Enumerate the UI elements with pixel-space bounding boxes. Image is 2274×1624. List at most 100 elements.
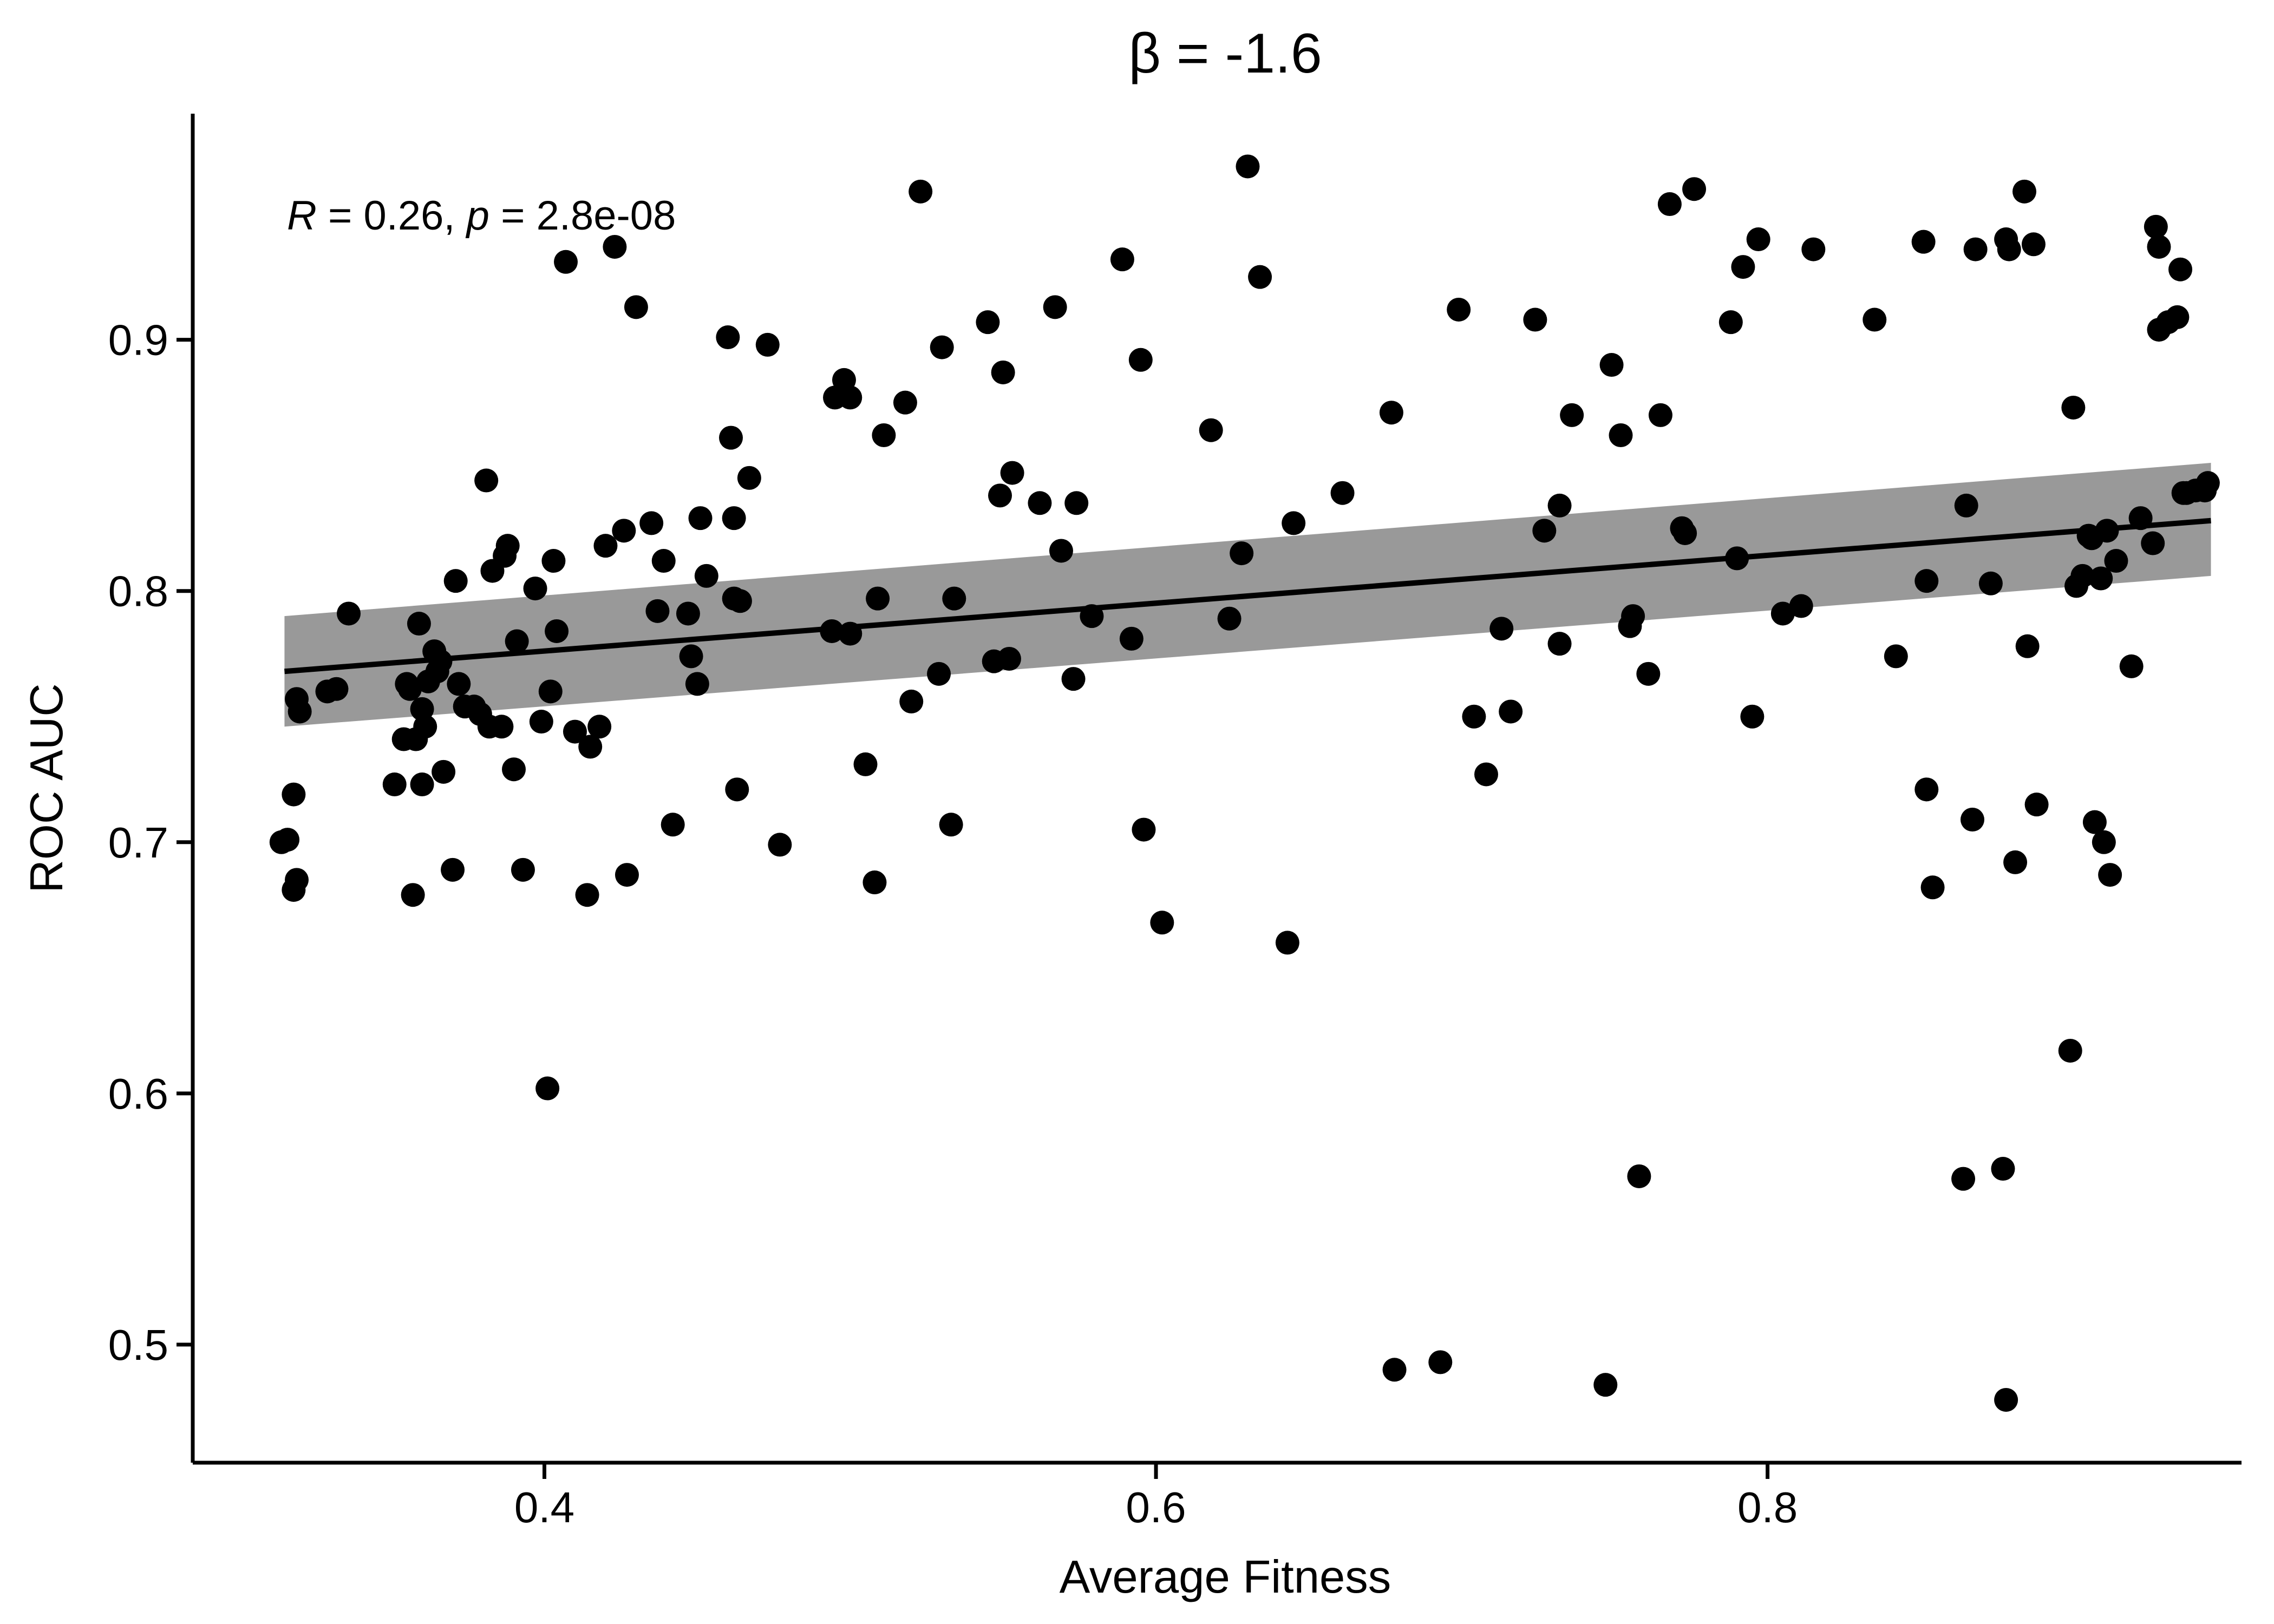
data-point (909, 179, 933, 204)
data-point (645, 599, 670, 623)
data-point (282, 782, 306, 807)
data-point (719, 425, 743, 450)
data-point (1648, 403, 1672, 427)
data-point (603, 234, 627, 259)
data-point (1547, 632, 1572, 656)
data-point (2098, 863, 2122, 887)
data-point (624, 295, 648, 319)
x-tick-label: 0.4 (514, 1483, 574, 1531)
data-point (1330, 481, 1355, 505)
data-point (2195, 471, 2220, 495)
data-point (899, 689, 924, 713)
data-point (853, 752, 878, 776)
data-point (2119, 654, 2144, 678)
data-point (939, 813, 963, 837)
data-point (1718, 310, 1743, 335)
data-point (688, 506, 713, 531)
p-value: = 2.8e-08 (501, 193, 676, 239)
data-point (502, 757, 526, 782)
data-point (1128, 348, 1153, 372)
data-point (2070, 564, 2095, 588)
data-point (541, 549, 566, 573)
data-point (1991, 1157, 2015, 1181)
data-point (443, 569, 468, 593)
data-point (679, 644, 703, 669)
x-tick-label: 0.8 (1737, 1483, 1798, 1531)
data-point (337, 601, 361, 626)
data-point (768, 833, 792, 857)
data-point (651, 549, 676, 573)
data-point (1110, 247, 1134, 272)
data-point (866, 586, 890, 611)
points-layer (269, 154, 2220, 1412)
data-point (575, 883, 599, 907)
data-point (1230, 541, 1254, 566)
data-point (1593, 1373, 1618, 1397)
data-point (1462, 704, 1486, 729)
data-point (563, 719, 587, 744)
data-point (639, 511, 664, 535)
data-point (554, 250, 578, 274)
data-point (489, 715, 514, 739)
data-point (1682, 177, 1707, 201)
p-symbol: p (466, 193, 489, 239)
data-point (976, 310, 1000, 335)
data-point (1960, 808, 1984, 832)
data-point (615, 863, 639, 887)
data-point (685, 672, 709, 696)
data-point (927, 662, 951, 686)
y-tick-label: 0.8 (108, 567, 168, 615)
data-point (872, 423, 896, 447)
data-point (1275, 931, 1299, 955)
data-point (2024, 793, 2049, 817)
y-tick-label: 0.7 (108, 818, 168, 867)
data-point (495, 534, 520, 558)
data-point (1547, 493, 1572, 518)
data-point (410, 697, 434, 721)
data-point (1994, 1387, 2018, 1412)
data-point (1199, 418, 1223, 442)
data-point (285, 868, 309, 892)
data-point (2082, 810, 2107, 834)
data-point (694, 564, 718, 588)
data-point (1119, 626, 1143, 651)
data-point (407, 612, 431, 636)
data-point (474, 468, 499, 493)
data-point (1978, 571, 2003, 595)
data-point (722, 506, 746, 531)
data-point (1673, 521, 1697, 545)
data-point (2147, 234, 2171, 259)
data-point (413, 715, 437, 739)
data-point (2165, 305, 2190, 329)
data-point (942, 586, 966, 611)
data-point (1000, 461, 1024, 485)
stat-annotation: R = 0.26, p = 2.8e-08 (287, 193, 676, 239)
data-point (2104, 549, 2128, 573)
data-point (1636, 662, 1661, 686)
data-point (511, 857, 535, 882)
data-point (1863, 307, 1887, 332)
y-ticks-layer: 0.5 0.6 0.7 0.8 0.9 (108, 316, 193, 1369)
data-point (538, 679, 563, 704)
data-point (930, 335, 954, 359)
data-point (725, 777, 749, 802)
x-axis-title: Average Fitness (1060, 1551, 1391, 1603)
data-point (324, 677, 349, 701)
data-point (432, 759, 456, 784)
x-ticks-layer: 0.4 0.6 0.8 (514, 1463, 1798, 1531)
data-point (1731, 255, 1755, 279)
data-point (2092, 830, 2116, 854)
data-point (1954, 493, 1978, 518)
chart-title: β = -1.6 (1128, 22, 1322, 85)
data-point (578, 735, 603, 759)
data-point (1911, 230, 1936, 254)
y-tick-label: 0.9 (108, 316, 168, 364)
data-point (1609, 423, 1633, 447)
data-point (2058, 1038, 2082, 1063)
data-point (523, 577, 547, 601)
data-point (1132, 817, 1156, 842)
data-point (1282, 511, 1306, 535)
data-point (441, 857, 465, 882)
data-point (1236, 154, 1260, 179)
